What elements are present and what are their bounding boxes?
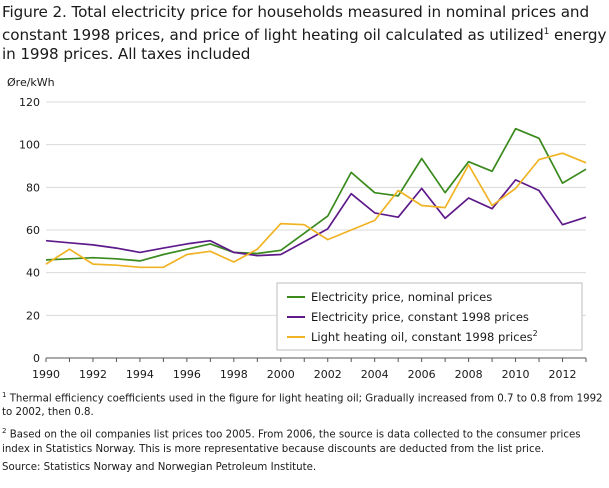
y-axis-label: Øre/kWh xyxy=(7,76,55,89)
legend-label-footnote-marker: 2 xyxy=(533,329,538,338)
x-tick-label: 2008 xyxy=(455,368,483,381)
axes: Øre/kWh 0 20 40 60 80 100 120 1990 1992 1994 1996 19… xyxy=(7,76,587,381)
series-line-2 xyxy=(45,179,587,257)
y-tick-label: 20 xyxy=(26,309,40,322)
x-tick-label: 1990 xyxy=(32,368,60,381)
gridlines xyxy=(46,101,586,316)
x-tick-label: 2006 xyxy=(408,368,436,381)
x-tick-label: 1998 xyxy=(220,368,248,381)
footnote-2-marker: 2 xyxy=(2,427,7,436)
x-tick-label: 1996 xyxy=(173,368,201,381)
y-tick-label: 40 xyxy=(26,267,40,280)
x-tick-label: 1994 xyxy=(126,368,154,381)
figure-title-text: Figure 2. Total electricity price for ho… xyxy=(2,3,589,44)
legend-box xyxy=(276,282,583,351)
source-note: Source: Statistics Norway and Norwegian … xyxy=(2,461,317,473)
series-line-3 xyxy=(45,152,587,269)
y-tick-label: 0 xyxy=(33,352,40,365)
footnote-1-marker: 1 xyxy=(2,391,7,399)
legend-label-1: Electricity price, nominal prices xyxy=(311,290,492,304)
x-tick-label: 2012 xyxy=(549,368,577,381)
footnotes: 1 Thermal efficiency coefficients used i… xyxy=(2,388,607,475)
series-line-1 xyxy=(45,127,587,262)
footnote-2: 2 Based on the oil companies list prices… xyxy=(2,424,607,456)
footnote-1-text: Thermal efficiency coefficients used in … xyxy=(2,393,603,419)
legend: Electricity price, nominal prices Electri… xyxy=(276,282,583,351)
figure-title: Figure 2. Total electricity price for ho… xyxy=(2,3,607,65)
x-tick-label: 2002 xyxy=(314,368,342,381)
footnote-1: 1 Thermal efficiency coefficients used i… xyxy=(2,388,607,420)
y-tick-label: 80 xyxy=(26,181,40,194)
x-tick-label: 2010 xyxy=(502,368,530,381)
y-tick-label: 120 xyxy=(19,96,40,109)
series-lines xyxy=(45,127,587,269)
x-tick-label: 1992 xyxy=(79,368,107,381)
legend-label-2: Electricity price, constant 1998 prices xyxy=(311,310,529,324)
footnote-2-text: Based on the oil companies list prices t… xyxy=(2,429,581,455)
x-tick-label: 2004 xyxy=(361,368,389,381)
y-tick-label: 60 xyxy=(26,224,40,237)
legend-label-3: Light heating oil, constant 1998 prices2 xyxy=(311,329,538,344)
y-tick-label: 100 xyxy=(19,139,40,152)
figure-title-footnote-marker: 1 xyxy=(543,26,550,37)
figure-title-tail: energy in 1998 prices. All taxes include… xyxy=(2,25,607,64)
x-tick-label: 2000 xyxy=(267,368,295,381)
